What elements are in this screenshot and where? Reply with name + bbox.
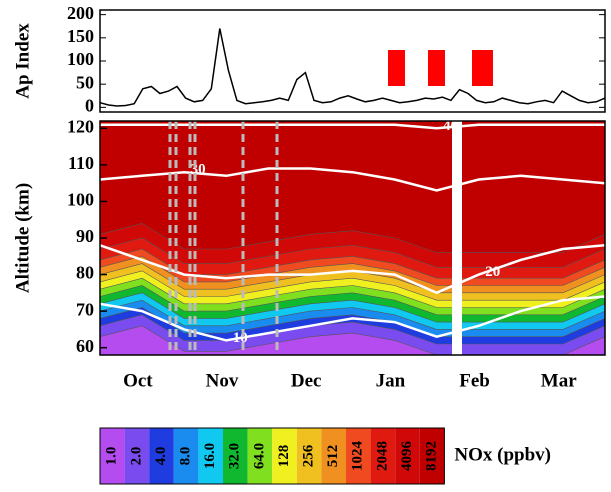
colorbar-cell <box>149 428 174 484</box>
colorbar-cell <box>321 428 346 484</box>
colorbar-label: 1024 <box>350 441 366 472</box>
colorbar-label: 64.0 <box>251 443 267 469</box>
y-axis-label: Altitude (km) <box>12 183 33 293</box>
y-tick-label: 150 <box>67 26 94 46</box>
x-tick-label: Nov <box>206 370 239 391</box>
colorbar-cell <box>198 428 223 484</box>
y-tick-label: 120 <box>67 116 94 136</box>
colorbar-label: 4.0 <box>153 447 169 466</box>
colorbar-label: 16.0 <box>202 443 218 469</box>
x-tick-label: Mar <box>541 370 577 391</box>
y-tick-label: 70 <box>76 299 94 319</box>
contour-line <box>100 244 605 295</box>
y-tick-label: 90 <box>76 226 94 246</box>
colorbar-label: 8192 <box>424 441 440 471</box>
colorbar-cell <box>346 428 371 484</box>
y-tick-label: 0 <box>85 95 94 115</box>
colorbar-label: 128 <box>276 445 292 468</box>
colorbar-cell <box>272 428 297 484</box>
colorbar-label: 2048 <box>374 441 390 471</box>
colorbar-cell <box>370 428 396 484</box>
x-tick-label: Dec <box>291 370 322 391</box>
y-tick-label: 80 <box>76 263 94 283</box>
colorbar-label: 2.0 <box>128 447 144 466</box>
colorbar-label: 512 <box>325 445 341 468</box>
colorbar-label: 256 <box>301 444 317 467</box>
y-tick-label: 110 <box>68 153 94 173</box>
x-tick-label: Feb <box>459 370 490 391</box>
period-marker <box>472 50 493 86</box>
y-tick-label: 100 <box>67 190 94 210</box>
data-gap <box>452 121 462 355</box>
colorbar-cell <box>100 428 125 484</box>
contour-label: 30 <box>191 162 206 178</box>
contour-line <box>100 123 605 130</box>
x-tick-label: Oct <box>123 370 153 391</box>
contour-label: 10 <box>233 330 248 346</box>
y-tick-label: 100 <box>67 49 94 69</box>
colorbar-cell <box>247 428 273 484</box>
colorbar-frame <box>99 427 445 485</box>
y-axis-label: Ap Index <box>12 23 33 99</box>
period-marker <box>428 50 445 86</box>
colorbar-cell <box>173 428 199 484</box>
colorbar-label: 32.0 <box>227 443 243 469</box>
colorbar-cell <box>395 428 420 484</box>
y-tick-label: 50 <box>76 72 94 92</box>
y-tick-label: 200 <box>67 3 94 23</box>
x-tick-label: Jan <box>376 370 406 391</box>
contour-line <box>100 167 605 192</box>
colorbar-cell <box>419 428 445 484</box>
colorbar-label: 4096 <box>399 441 415 472</box>
colorbar-cell <box>296 428 322 484</box>
overlay: 1.0 2.0 4.0 8.0 16.0 32.0 64.0 128 256 512 1024 204… <box>99 427 551 485</box>
contour-label: 20 <box>485 264 500 280</box>
colorbar-label: 1.0 <box>104 447 120 466</box>
y-tick-label: 60 <box>76 336 94 356</box>
contour-line <box>100 295 605 342</box>
colorbar-label: 8.0 <box>178 447 194 466</box>
period-marker <box>388 50 405 86</box>
frame <box>99 9 606 113</box>
colorbar-cell <box>223 428 248 484</box>
level-fill <box>100 121 605 253</box>
ap-line <box>99 28 606 107</box>
colorbar-cell <box>124 428 150 484</box>
colorbar-title: NOx (ppbv) <box>454 444 551 465</box>
ap-panel: 0 50 100 150 200 Ap Index <box>12 3 606 115</box>
